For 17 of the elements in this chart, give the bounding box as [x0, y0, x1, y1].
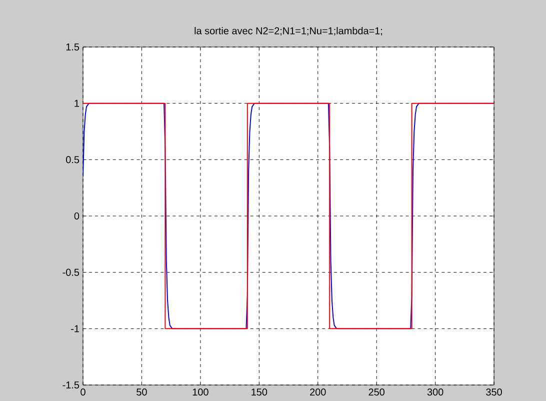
y-tick-label: -1	[71, 325, 80, 332]
x-tick-label: 150	[252, 388, 268, 396]
chart-title: la sortie avec N2=2;N1=1;Nu=1;lambda=1;	[194, 27, 382, 36]
x-tick-label: 350	[486, 388, 502, 396]
x-tick-label: 200	[310, 388, 326, 396]
x-tick-label: 300	[427, 388, 444, 396]
x-tick-label: 250	[368, 388, 384, 396]
x-tick-label: 50	[136, 388, 147, 396]
y-tick-label: 1	[74, 100, 80, 107]
line-series	[83, 102, 494, 330]
y-tick-label: 1.5	[66, 44, 80, 50]
y-tick-label: -1.5	[62, 382, 80, 388]
y-tick-label: -0.5	[62, 268, 80, 276]
y-tick-label: 0	[74, 212, 80, 220]
x-tick-label: 0	[80, 388, 86, 396]
y-tick-label: 0.5	[66, 156, 80, 164]
x-tick-label: 100	[192, 388, 208, 396]
